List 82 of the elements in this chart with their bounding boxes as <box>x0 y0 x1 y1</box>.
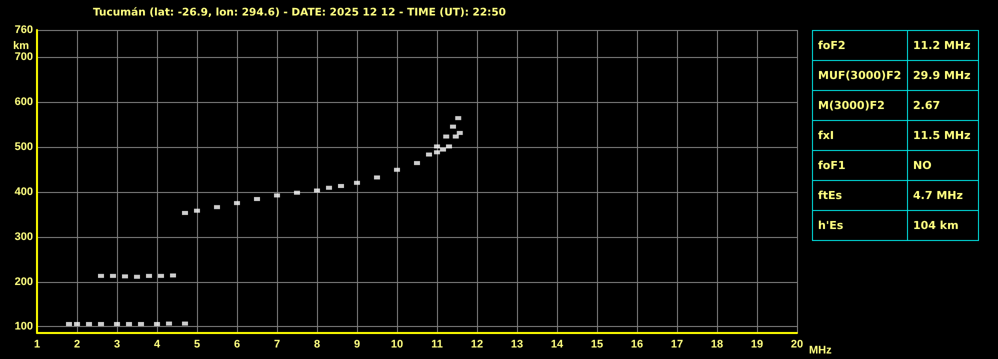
point <box>86 322 92 326</box>
text: 104 km <box>913 219 959 232</box>
x-tick-label: 18 <box>710 338 724 350</box>
x-tick-label: 14 <box>550 338 564 350</box>
x-tick-label: 19 <box>750 338 764 350</box>
x-tick-label: 8 <box>314 338 320 350</box>
point <box>146 274 152 278</box>
y-tick-label: 600 <box>14 96 33 108</box>
point <box>440 148 446 152</box>
point <box>98 274 104 278</box>
point <box>294 190 300 195</box>
point <box>194 208 200 213</box>
y-tick-label: 700 <box>14 50 33 63</box>
point <box>314 188 320 192</box>
point <box>134 274 140 279</box>
y-tick-label: 100 <box>14 320 33 333</box>
category-label: ftEs <box>812 180 908 210</box>
category-label: MUF(3000)F2 <box>812 60 908 90</box>
x-tick-label: 5 <box>194 338 200 350</box>
text: 29.9 MHz <box>913 69 971 82</box>
category-label: h'Es <box>812 210 908 240</box>
y-tick-label: 200 <box>14 276 33 288</box>
x-tick-label: 15 <box>590 338 604 350</box>
x-tick-label: 11 <box>431 338 443 350</box>
x-tick-label: 6 <box>234 338 240 350</box>
point <box>414 161 420 166</box>
x-tick-label: 20 <box>790 338 804 350</box>
point <box>214 205 220 210</box>
text: 11.5 MHz <box>913 129 971 142</box>
point <box>426 152 432 157</box>
x-tick-label: 12 <box>470 338 484 350</box>
point <box>446 144 452 148</box>
category-label: M(3000)F2 <box>812 90 908 120</box>
point <box>394 168 400 172</box>
category-label: foF1 <box>812 150 908 180</box>
text: NO <box>913 159 932 172</box>
category-label: foF2 <box>812 30 908 60</box>
point <box>74 322 80 326</box>
point <box>170 273 176 278</box>
point <box>434 144 440 148</box>
point <box>126 322 132 326</box>
text: 2.67 <box>913 99 940 112</box>
point <box>98 322 104 326</box>
point <box>374 175 380 180</box>
x-tick-label: 16 <box>630 338 644 350</box>
point <box>182 322 188 326</box>
x-tick-label: 1 <box>34 338 40 350</box>
x-axis-title: MHz <box>809 344 832 356</box>
point <box>166 322 172 326</box>
point <box>182 210 188 215</box>
point <box>338 184 344 188</box>
y-axis-title: km <box>13 40 30 52</box>
chart-title: Tucumán (lat: -26.9, lon: 294.6) - DATE: 2025 12 12 - TIME (UT): 22:50 <box>93 6 506 18</box>
x-tick-label: 10 <box>390 338 404 350</box>
point <box>234 201 240 206</box>
point <box>66 322 72 326</box>
point <box>326 186 332 190</box>
x-tick-label: 17 <box>670 338 684 350</box>
y-tick-label: 300 <box>14 230 33 243</box>
point <box>274 193 280 198</box>
point <box>158 274 164 278</box>
point <box>450 124 456 129</box>
point <box>122 274 128 278</box>
text: 11.2 MHz <box>913 39 971 52</box>
text: 4.7 MHz <box>913 189 963 202</box>
point <box>434 150 440 154</box>
point <box>110 274 116 278</box>
x-tick-label: 3 <box>114 338 120 350</box>
y-tick-label: 760 <box>14 24 33 36</box>
x-tick-label: 9 <box>354 338 360 350</box>
point <box>114 322 120 326</box>
point <box>254 197 260 202</box>
x-tick-label: 4 <box>154 338 161 350</box>
point <box>138 322 144 326</box>
x-tick-label: 13 <box>510 338 524 350</box>
category-label: fxI <box>812 120 908 150</box>
y-tick-label: 400 <box>14 186 33 198</box>
point <box>154 322 160 326</box>
y-tick-label: 500 <box>14 140 33 153</box>
x-tick-label: 7 <box>274 338 280 350</box>
point <box>354 180 360 185</box>
x-tick-label: 2 <box>74 338 80 350</box>
